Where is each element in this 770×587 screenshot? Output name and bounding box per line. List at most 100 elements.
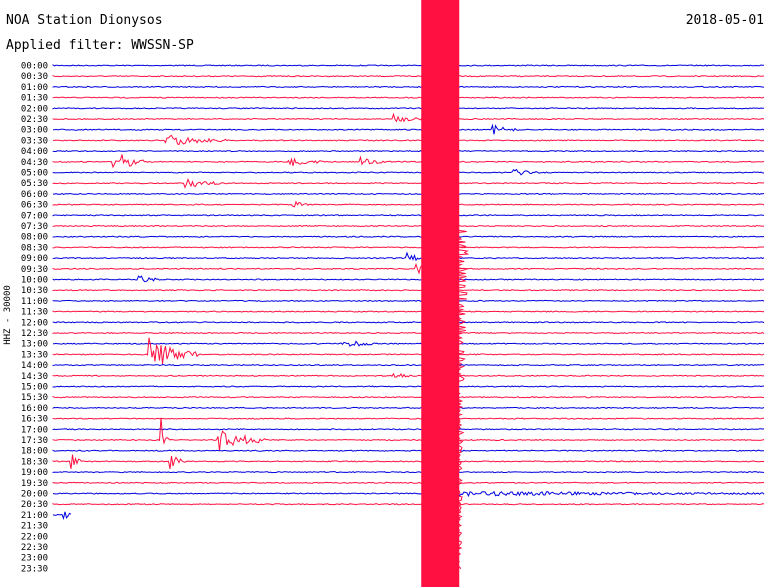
time-tick-label: 06:00	[21, 190, 48, 200]
time-tick-label: 05:30	[21, 179, 48, 189]
time-tick-label: 17:30	[21, 436, 48, 446]
trace-line	[52, 262, 765, 275]
date-label: 2018-05-01	[685, 13, 764, 28]
trace-line	[52, 417, 764, 420]
time-tick-label: 18:00	[21, 447, 48, 457]
time-tick-label: 19:30	[21, 479, 48, 489]
time-tick-label: 10:00	[21, 276, 48, 286]
trace-line	[52, 85, 764, 88]
trace-line	[52, 490, 765, 498]
trace-line	[52, 428, 765, 431]
trace-line	[52, 331, 765, 335]
time-tick-label: 03:30	[21, 136, 48, 146]
trace-line	[52, 289, 764, 292]
time-tick-label: 09:00	[21, 254, 48, 264]
trace-line	[52, 74, 765, 78]
time-tick-label: 00:00	[21, 62, 48, 72]
time-tick-label: 21:00	[21, 511, 48, 521]
trace-line	[52, 224, 765, 228]
time-tick-label: 22:00	[21, 532, 48, 542]
time-tick-label: 11:00	[21, 297, 48, 307]
time-tick-label: 16:30	[21, 415, 48, 425]
time-tick-label: 10:30	[21, 286, 48, 296]
mainshock-band	[421, 0, 460, 587]
trace-line	[52, 503, 765, 506]
time-tick-label: 23:30	[21, 564, 48, 574]
trace-line	[52, 214, 765, 217]
time-tick-label: 14:00	[21, 361, 48, 371]
time-tick-label: 13:30	[21, 350, 48, 360]
time-tick-label: 21:30	[21, 522, 48, 532]
trace-line	[52, 321, 765, 324]
trace-line	[52, 251, 765, 262]
trace-line	[52, 511, 72, 521]
trace-line	[53, 134, 765, 146]
time-tick-label: 14:30	[21, 372, 48, 382]
trace-line	[52, 364, 765, 367]
trace-line	[52, 385, 765, 388]
time-tick-label: 12:00	[21, 318, 48, 328]
time-tick-label: 08:30	[21, 243, 48, 253]
filter-label: Applied filter: WWSSN-SP	[6, 38, 194, 53]
trace-line	[52, 275, 765, 283]
trace-line	[52, 310, 765, 313]
trace-line	[52, 107, 765, 110]
trace-line	[52, 192, 765, 195]
time-tick-label: 05:00	[21, 169, 48, 179]
time-tick-label: 01:30	[21, 94, 48, 104]
time-tick-label: 04:30	[21, 158, 48, 168]
trace-line	[52, 337, 765, 365]
trace-line	[52, 235, 765, 238]
trace-line	[52, 246, 764, 249]
time-tick-label: 00:30	[21, 72, 48, 82]
trace-line	[52, 64, 764, 67]
trace-line	[52, 372, 765, 379]
time-tick-label: 15:30	[21, 393, 48, 403]
time-tick-label: 16:00	[21, 404, 48, 414]
station-title: NOA Station Dionysos	[6, 13, 163, 28]
time-tick-label: 02:00	[21, 104, 48, 114]
trace-line	[52, 417, 765, 452]
trace-line	[52, 396, 765, 399]
mainshock-trace	[421, 0, 470, 587]
time-tick-label: 03:00	[21, 126, 48, 136]
time-tick-label: 19:00	[21, 468, 48, 478]
trace-line	[52, 123, 765, 135]
trace-line	[52, 177, 765, 189]
time-tick-label: 18:30	[21, 457, 48, 467]
time-tick-label: 13:00	[21, 340, 48, 350]
tick-labels: 00:0000:3001:0001:3002:0002:3003:0003:30…	[21, 62, 48, 575]
mainshock-tail	[449, 229, 470, 570]
trace-line	[52, 200, 765, 208]
time-tick-label: 23:00	[21, 554, 48, 564]
time-tick-label: 02:30	[21, 115, 48, 125]
time-tick-label: 12:30	[21, 329, 48, 339]
trace-line	[52, 454, 764, 469]
time-tick-label: 20:30	[21, 500, 48, 510]
time-tick-label: 15:00	[21, 383, 48, 393]
time-tick-label: 01:00	[21, 83, 48, 93]
time-tick-label: 11:30	[21, 308, 48, 318]
time-tick-label: 07:30	[21, 222, 48, 232]
time-tick-label: 09:30	[21, 265, 48, 275]
trace-line	[52, 481, 765, 484]
trace-line	[52, 168, 765, 176]
time-tick-label: 22:30	[21, 543, 48, 553]
time-tick-label: 17:00	[21, 425, 48, 435]
time-tick-label: 04:00	[21, 147, 48, 157]
trace-line	[52, 112, 765, 123]
trace-line	[53, 340, 765, 347]
trace-line	[52, 299, 765, 302]
time-tick-label: 08:00	[21, 233, 48, 243]
time-tick-label: 06:30	[21, 201, 48, 211]
trace-line	[52, 406, 765, 409]
time-tick-label: 07:00	[21, 211, 48, 221]
trace-line	[52, 96, 765, 99]
traces	[52, 64, 765, 521]
trace-line	[52, 149, 765, 153]
trace-line	[52, 154, 765, 169]
time-tick-label: 20:00	[21, 490, 48, 500]
trace-line	[52, 449, 765, 452]
trace-line	[52, 471, 765, 474]
